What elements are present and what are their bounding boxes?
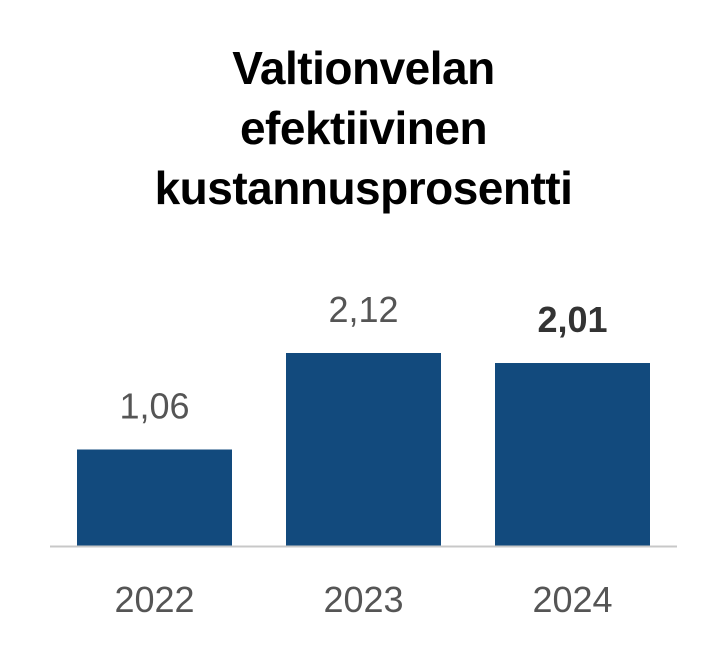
bar-2022 xyxy=(77,449,232,546)
x-tick-label-2022: 2022 xyxy=(114,579,194,620)
x-tick-label-2023: 2023 xyxy=(323,579,403,620)
data-label-2024: 2,01 xyxy=(537,299,607,340)
bar-2023 xyxy=(286,353,441,546)
data-label-2023: 2,12 xyxy=(328,289,398,330)
bar-2024 xyxy=(495,363,650,546)
data-label-2022: 1,06 xyxy=(119,386,189,427)
chart-title-line-2: efektiivinen xyxy=(239,102,488,154)
chart-title-line-1: Valtionvelan xyxy=(232,42,495,94)
chart-title-line-3: kustannusprosentti xyxy=(154,162,573,214)
x-tick-label-2024: 2024 xyxy=(532,579,612,620)
chart-title: Valtionvelan efektiivinen kustannusprose… xyxy=(0,38,727,218)
